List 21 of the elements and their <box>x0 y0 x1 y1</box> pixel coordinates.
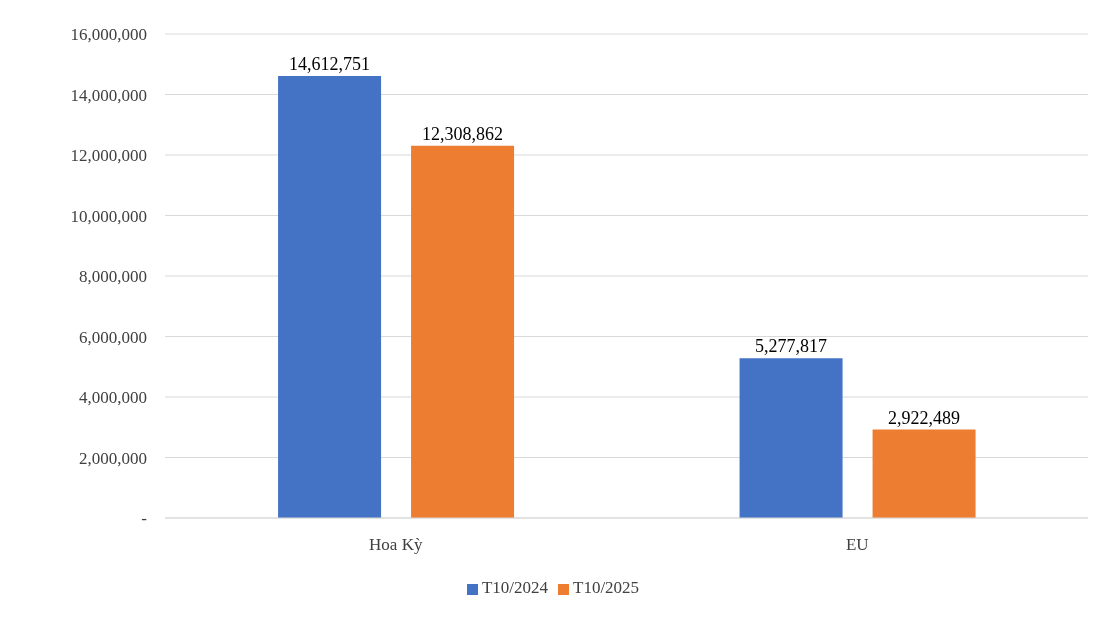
y-tick-label: 8,000,000 <box>79 267 147 287</box>
y-tick-label: 10,000,000 <box>70 206 147 226</box>
x-tick-label: EU <box>845 535 869 555</box>
data-label: 12,308,862 <box>422 123 504 144</box>
y-tick-label: 14,000,000 <box>70 85 147 105</box>
y-tick-label: 12,000,000 <box>70 146 147 166</box>
bar <box>872 429 976 518</box>
y-tick-label: 6,000,000 <box>79 327 147 347</box>
y-tick-label: 16,000,000 <box>70 25 147 45</box>
x-tick-label: Hoa Kỳ <box>369 535 423 555</box>
bar <box>739 358 843 518</box>
bar <box>278 75 382 518</box>
bar <box>411 145 515 518</box>
data-label: 2,922,489 <box>888 407 961 428</box>
data-label: 5,277,817 <box>755 336 828 357</box>
legend-label: T10/2024 <box>481 578 548 597</box>
data-label: 14,612,751 <box>289 53 371 74</box>
y-tick-label: 4,000,000 <box>79 388 147 408</box>
legend-label: T10/2025 <box>573 578 640 597</box>
y-tick-label: 2,000,000 <box>79 448 147 468</box>
y-tick-label: - <box>141 509 148 529</box>
